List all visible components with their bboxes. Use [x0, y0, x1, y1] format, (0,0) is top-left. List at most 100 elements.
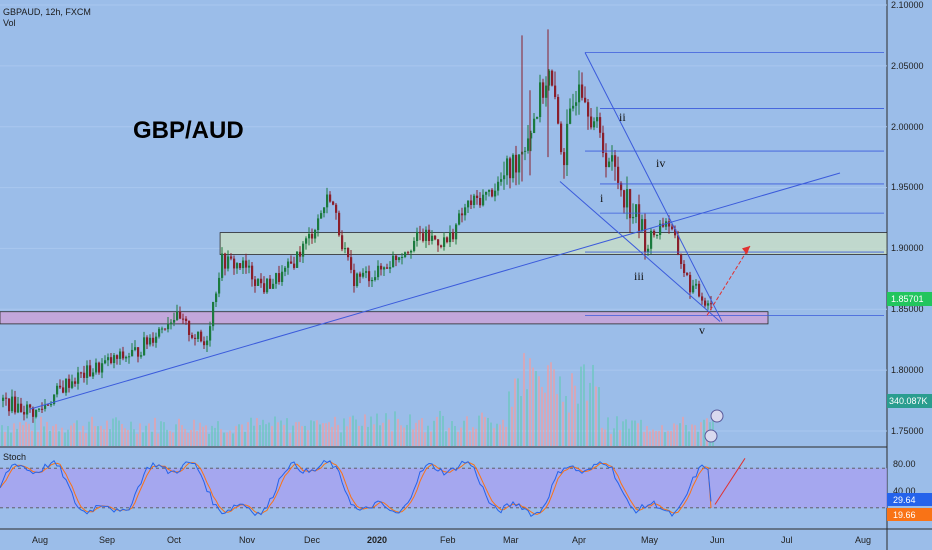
volume-bar — [472, 427, 474, 446]
volume-bar — [160, 421, 162, 446]
volume-bar — [322, 423, 324, 446]
candle-body — [92, 372, 95, 377]
volume-bar — [439, 410, 441, 446]
candle-body — [563, 152, 566, 166]
candle-body — [227, 256, 230, 269]
resistance-zone — [219, 232, 888, 255]
price-tick: 1.75000 — [891, 426, 924, 436]
candle-body — [104, 360, 107, 364]
volume-bar — [115, 417, 117, 446]
volume-bar — [652, 429, 654, 446]
candle-body — [245, 260, 248, 268]
candle-body — [485, 191, 488, 195]
candle-body — [278, 273, 281, 282]
volume-bar — [292, 425, 294, 446]
time-axis[interactable]: Aug Sep Oct Nov Dec 2020 Feb Mar Apr May… — [32, 535, 871, 545]
volume-bar — [640, 419, 642, 446]
volume-bar — [565, 395, 567, 446]
candle-body — [413, 240, 416, 251]
volume-bar — [373, 424, 375, 446]
candle-body — [281, 271, 284, 282]
candle-body — [641, 219, 644, 231]
volume-bar — [1, 425, 3, 446]
candle-body — [392, 255, 395, 268]
volume-bar — [679, 423, 681, 446]
candle-body — [380, 265, 383, 270]
event-flag-icon[interactable] — [710, 409, 724, 423]
volume-bar — [127, 430, 129, 446]
candle-body — [68, 378, 71, 388]
volume-bar — [646, 426, 648, 446]
volume-bar — [208, 433, 210, 446]
volume-bar — [169, 430, 171, 446]
time-tick: May — [641, 535, 659, 545]
volume-bar — [73, 423, 75, 446]
volume-bar — [550, 362, 552, 446]
volume-bar — [559, 376, 561, 446]
candle-body — [479, 197, 482, 206]
volume-bar — [334, 416, 336, 446]
candle-body — [263, 283, 266, 293]
candle-body — [362, 272, 365, 277]
volume-bar — [172, 432, 174, 446]
candle-body — [353, 269, 356, 287]
event-flag-icon[interactable] — [704, 429, 718, 443]
volume-bar — [61, 427, 63, 446]
volume-bar — [301, 426, 303, 446]
volume-bar — [13, 423, 15, 446]
candle-body — [74, 381, 77, 384]
volume-bar — [427, 425, 429, 446]
wave-label-v: v — [699, 323, 705, 337]
time-tick: Feb — [440, 535, 456, 545]
price-axis-pane[interactable] — [887, 0, 932, 550]
volume-bar — [571, 373, 573, 446]
volume-bar — [367, 426, 369, 446]
candle-body — [557, 96, 560, 124]
price-pane[interactable] — [0, 0, 887, 447]
candle-body — [695, 283, 698, 286]
candle-body — [611, 155, 614, 162]
volume-bar — [148, 423, 150, 446]
stoch-k-tag-bg — [887, 493, 932, 506]
candle-body — [374, 277, 377, 281]
candle-body — [605, 153, 608, 168]
candle-body — [698, 283, 701, 297]
volume-bar — [211, 425, 213, 446]
candle-body — [29, 404, 32, 408]
candle-body — [674, 229, 677, 236]
candle-body — [80, 372, 83, 374]
candle-body — [524, 150, 527, 152]
candle-body — [11, 396, 14, 412]
candle-body — [491, 189, 494, 197]
volume-bar — [349, 416, 351, 446]
candle-body — [32, 407, 35, 417]
candle-body — [656, 234, 659, 236]
volume-bar — [31, 430, 33, 446]
candle-body — [428, 229, 431, 241]
volume-bar — [307, 430, 309, 446]
candle-body — [212, 302, 215, 327]
volume-bar — [220, 429, 222, 446]
candle-body — [38, 408, 41, 410]
candle-body — [224, 253, 227, 269]
candle-body — [275, 273, 278, 284]
wedge-lower-line — [559, 181, 721, 322]
candle-body — [614, 155, 617, 167]
candle-body — [434, 235, 437, 240]
candle-body — [455, 224, 458, 240]
price-axis[interactable]: 2.10000 2.05000 2.00000 1.95000 1.90000 … — [891, 0, 924, 436]
volume-bar — [613, 428, 615, 446]
volume-bar — [256, 418, 258, 446]
time-tick-year: 2020 — [367, 535, 387, 545]
volume-bar — [94, 426, 96, 446]
volume-bar — [619, 430, 621, 446]
candle-body — [650, 230, 653, 249]
volume-bar — [124, 428, 126, 446]
candle-body — [560, 123, 563, 153]
candle-body — [59, 385, 62, 388]
volume-bar — [163, 422, 165, 446]
volume-bar — [445, 431, 447, 446]
candle-body — [407, 252, 410, 254]
